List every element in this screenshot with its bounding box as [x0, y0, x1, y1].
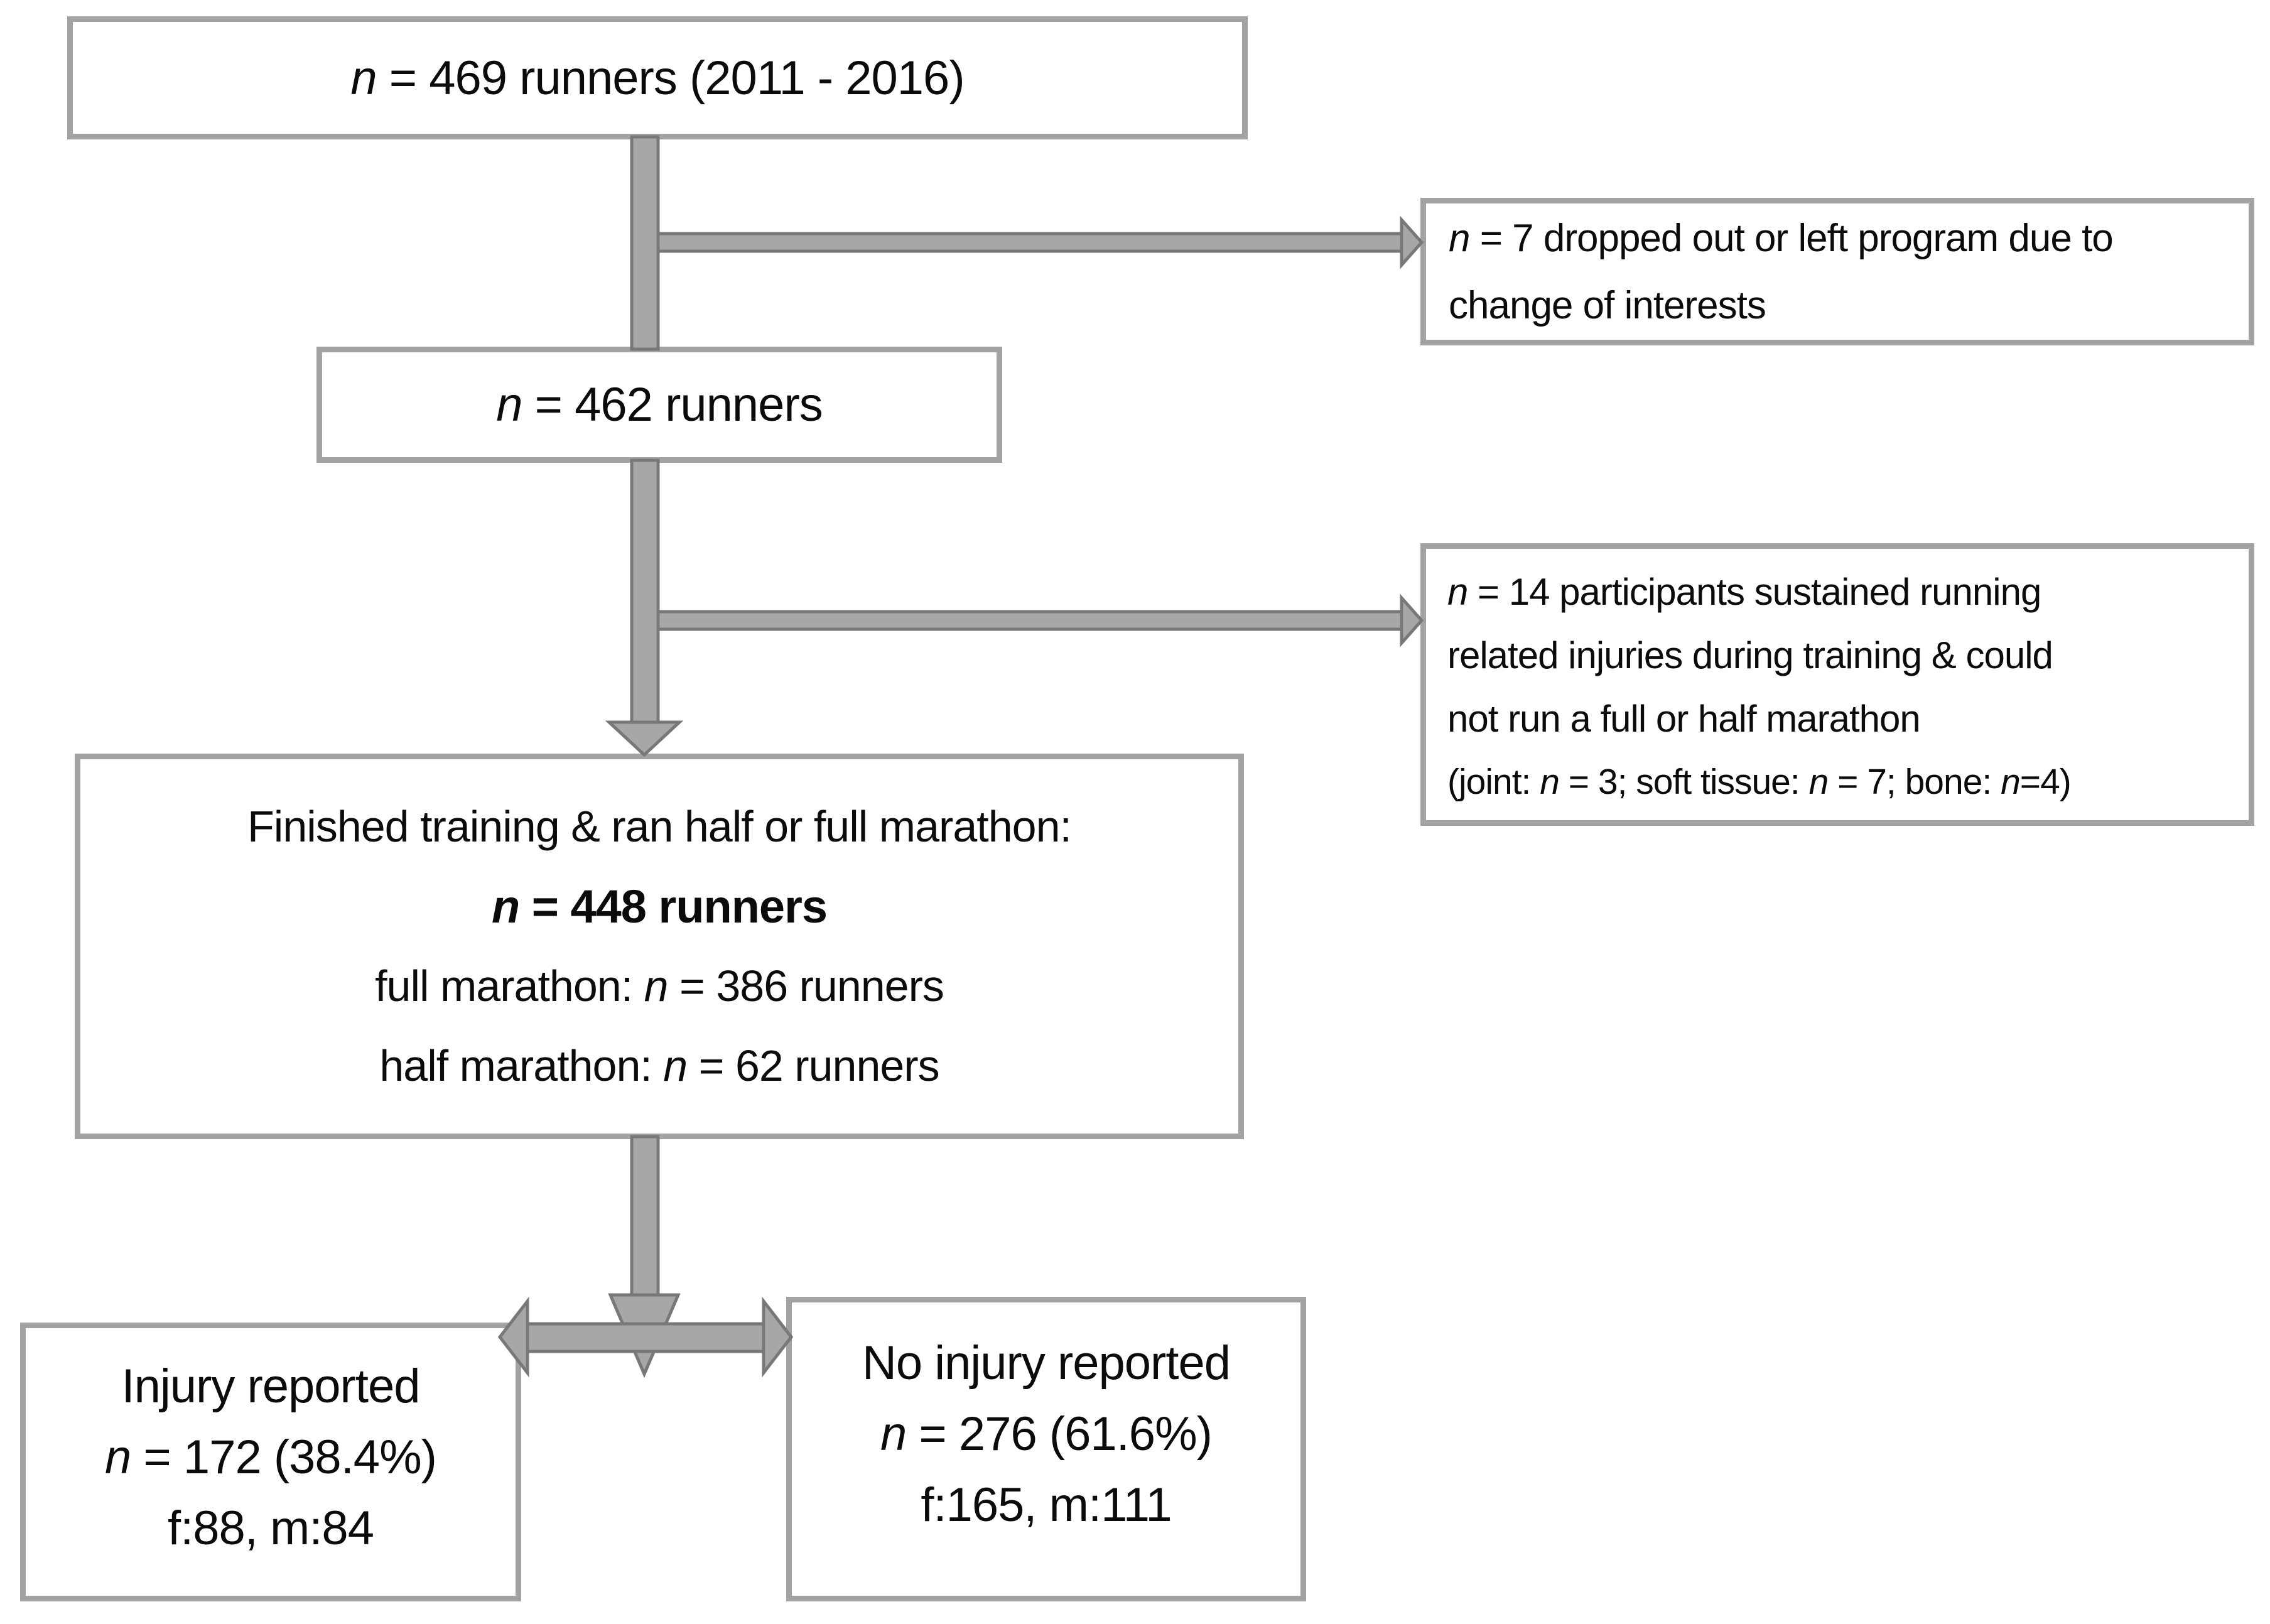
text-line: n = 448 runners	[491, 880, 828, 933]
split-arrow-shaft	[526, 1322, 765, 1353]
branch-injuries-shaft	[656, 610, 1403, 631]
arrow-462-to-finished-arrowhead-icon	[605, 720, 684, 757]
text-line: f:88, m:84	[168, 1502, 374, 1555]
arrow-finished-to-split-shaft	[630, 1135, 660, 1303]
text-line: n = 469 runners (2011 - 2016)	[350, 51, 965, 105]
box-training-injuries: n = 14 participants sustained running re…	[1420, 543, 2254, 826]
text-line: not run a full or half marathon	[1447, 698, 1921, 740]
text-line: f:165, m:111	[921, 1478, 1172, 1532]
text-line: half marathon: n = 62 runners	[379, 1041, 939, 1090]
box-finished-training: Finished training & ran half or full mar…	[75, 754, 1244, 1139]
box-dropped-out: n = 7 dropped out or left program due to…	[1420, 198, 2254, 345]
text-line: Injury reported	[121, 1360, 420, 1413]
text-line: full marathon: n = 386 runners	[375, 961, 944, 1010]
box-after-dropout: n = 462 runners	[316, 347, 1002, 463]
split-arrow-left-head-icon	[497, 1296, 529, 1378]
branch-dropout-shaft	[656, 232, 1403, 253]
text-line: Finished training & ran half or full mar…	[247, 802, 1072, 851]
arrow-total-to-462-shaft	[630, 135, 660, 351]
text-line: n = 462 runners	[496, 378, 823, 431]
arrow-462-to-finished-shaft	[630, 458, 660, 728]
text-line: related injuries during training & could	[1447, 634, 2053, 676]
box-injury-reported: Injury reported n = 172 (38.4%) f:88, m:…	[20, 1323, 521, 1601]
text-line: n = 14 participants sustained running	[1447, 571, 2041, 613]
box-no-injury-reported: No injury reported n = 276 (61.6%) f:165…	[786, 1297, 1306, 1601]
box-total-runners: n = 469 runners (2011 - 2016)	[67, 16, 1248, 139]
split-arrow-right-head-icon	[762, 1296, 794, 1378]
text-line: n = 7 dropped out or left program due to	[1449, 216, 2114, 260]
branch-injuries-arrowhead-icon	[1400, 593, 1424, 647]
text-line: n = 172 (38.4%)	[105, 1431, 437, 1484]
text-line: (joint: n = 3; soft tissue: n = 7; bone:…	[1447, 762, 2072, 802]
text-line: No injury reported	[862, 1336, 1231, 1390]
text-line: n = 276 (61.6%)	[880, 1407, 1213, 1461]
text-line: change of interests	[1449, 283, 1766, 327]
branch-dropout-arrowhead-icon	[1400, 215, 1424, 269]
